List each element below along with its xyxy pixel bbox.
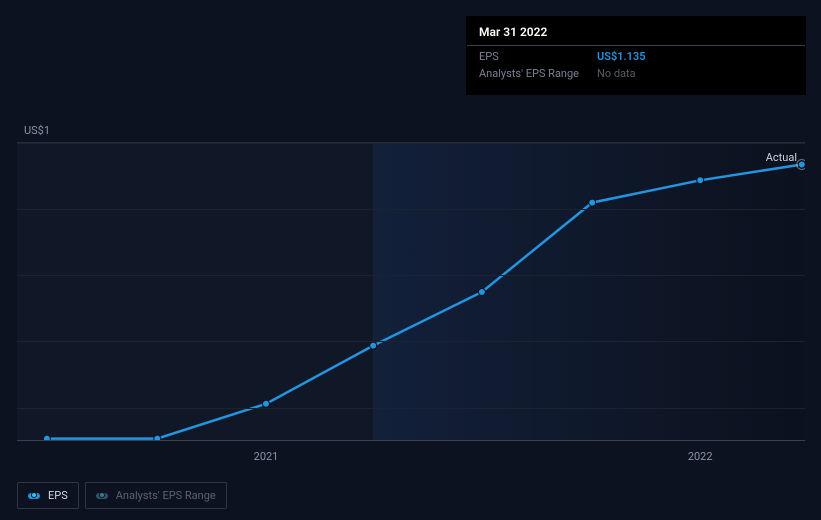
legend-swatch (96, 493, 108, 499)
gridline (17, 341, 805, 342)
eps-point[interactable] (478, 289, 485, 296)
eps-point[interactable] (697, 177, 704, 184)
legend-dot (31, 492, 37, 498)
legend-item-eps[interactable]: EPS (17, 482, 79, 509)
legend-item-analysts-eps-range[interactable]: Analysts' EPS Range (85, 482, 227, 509)
gridline (17, 143, 805, 144)
legend-label: EPS (48, 489, 68, 502)
y-axis-label-1: US$1 (24, 124, 50, 137)
tooltip-row-eps: EPS US$1.135 (467, 46, 805, 63)
eps-line (47, 165, 802, 439)
legend-dot (99, 492, 105, 498)
x-axis-tick: 2022 (688, 450, 713, 463)
tooltip-range-value: No data (597, 67, 636, 80)
x-axis: 2021 2022 (17, 450, 805, 466)
baseline (17, 440, 805, 441)
plot-svg (17, 143, 805, 441)
legend-swatch (28, 493, 40, 499)
tooltip-eps-label: EPS (479, 50, 597, 63)
eps-chart: { "layout": { "width": 821, "height": 52… (0, 0, 821, 520)
eps-point[interactable] (589, 199, 596, 206)
legend-label: Analysts' EPS Range (116, 489, 216, 502)
eps-point[interactable] (263, 400, 270, 407)
tooltip-title: Mar 31 2022 (467, 25, 805, 46)
chart-legend: EPS Analysts' EPS Range (17, 482, 227, 509)
gridline (17, 209, 805, 210)
tooltip-row-range: Analysts' EPS Range No data (467, 63, 805, 80)
eps-point[interactable] (798, 161, 805, 168)
eps-point[interactable] (370, 342, 377, 349)
x-axis-tick: 2021 (254, 450, 279, 463)
gridline (17, 408, 805, 409)
tooltip-eps-value: US$1.135 (597, 50, 646, 63)
tooltip-range-label: Analysts' EPS Range (479, 67, 597, 80)
plot-area[interactable]: Actual (17, 142, 805, 440)
chart-tooltip: Mar 31 2022 EPS US$1.135 Analysts' EPS R… (466, 16, 806, 95)
gridline (17, 275, 805, 276)
